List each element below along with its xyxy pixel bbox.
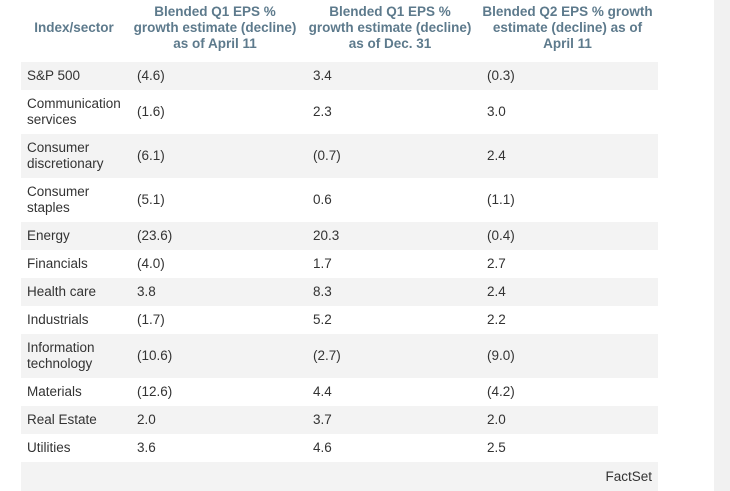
cell-sector-name: Utilities xyxy=(21,434,127,462)
cell-sector-name: Information technology xyxy=(21,334,127,378)
cell-q1-april: (1.6) xyxy=(127,90,303,134)
table-row: Industrials (1.7) 5.2 2.2 xyxy=(21,306,658,334)
cell-q2-april: 2.0 xyxy=(477,406,658,434)
column-header-q1-december: Blended Q1 EPS % growth estimate (declin… xyxy=(308,4,472,51)
cell-q1-december: (2.7) xyxy=(303,334,477,378)
cell-q2-april: 2.7 xyxy=(477,250,658,278)
table-header-row: Index/sector Blended Q1 EPS % growth est… xyxy=(21,0,658,62)
cell-q1-december: (0.7) xyxy=(303,134,477,178)
vertical-scrollbar[interactable] xyxy=(714,0,730,491)
cell-q1-december: 20.3 xyxy=(303,222,477,250)
source-row: FactSet xyxy=(21,462,658,491)
cell-q1-april: 2.0 xyxy=(127,406,303,434)
table-row: Real Estate 2.0 3.7 2.0 xyxy=(21,406,658,434)
cell-q1-april: (4.0) xyxy=(127,250,303,278)
cell-q2-april: (4.2) xyxy=(477,378,658,406)
cell-q1-april: 3.8 xyxy=(127,278,303,306)
table-row: Utilities 3.6 4.6 2.5 xyxy=(21,434,658,462)
cell-sector-name: Consumer discretionary xyxy=(21,134,127,178)
cell-q2-april: (0.3) xyxy=(477,62,658,90)
cell-q2-april: 3.0 xyxy=(477,90,658,134)
cell-q1-december: 1.7 xyxy=(303,250,477,278)
cell-q1-december: 8.3 xyxy=(303,278,477,306)
cell-q2-april: 2.2 xyxy=(477,306,658,334)
cell-sector-name: Materials xyxy=(21,378,127,406)
cell-q1-april: 3.6 xyxy=(127,434,303,462)
cell-sector-name: Communication services xyxy=(21,90,127,134)
cell-q2-april: 2.4 xyxy=(477,134,658,178)
cell-q2-april: (0.4) xyxy=(477,222,658,250)
table-row: Information technology (10.6) (2.7) (9.0) xyxy=(21,334,658,378)
cell-q1-december: 4.6 xyxy=(303,434,477,462)
cell-q2-april: (9.0) xyxy=(477,334,658,378)
cell-q1-december: 2.3 xyxy=(303,90,477,134)
column-header-index-sector: Index/sector xyxy=(34,20,114,35)
cell-q1-december: 3.7 xyxy=(303,406,477,434)
table-row: S&P 500 (4.6) 3.4 (0.3) xyxy=(21,62,658,90)
cell-q2-april: 2.4 xyxy=(477,278,658,306)
table-row: Communication services (1.6) 2.3 3.0 xyxy=(21,90,658,134)
table-row: Health care 3.8 8.3 2.4 xyxy=(21,278,658,306)
eps-table-container: Index/sector Blended Q1 EPS % growth est… xyxy=(21,0,658,462)
table-row: Materials (12.6) 4.4 (4.2) xyxy=(21,378,658,406)
cell-sector-name: Real Estate xyxy=(21,406,127,434)
cell-sector-name: Financials xyxy=(21,250,127,278)
cell-sector-name: Industrials xyxy=(21,306,127,334)
cell-q1-april: (4.6) xyxy=(127,62,303,90)
cell-sector-name: Energy xyxy=(21,222,127,250)
cell-q1-december: 3.4 xyxy=(303,62,477,90)
table-row: Energy (23.6) 20.3 (0.4) xyxy=(21,222,658,250)
column-header-q2-april: Blended Q2 EPS % growth estimate (declin… xyxy=(482,4,653,51)
cell-q1-april: (10.6) xyxy=(127,334,303,378)
cell-q1-april: (23.6) xyxy=(127,222,303,250)
table-body: S&P 500 (4.6) 3.4 (0.3) Communication servic… xyxy=(21,62,658,462)
table-row: Financials (4.0) 1.7 2.7 xyxy=(21,250,658,278)
cell-sector-name: Consumer staples xyxy=(21,178,127,222)
cell-q1-december: 0.6 xyxy=(303,178,477,222)
cell-q1-december: 4.4 xyxy=(303,378,477,406)
table-row: Consumer discretionary (6.1) (0.7) 2.4 xyxy=(21,134,658,178)
cell-q1-april: (5.1) xyxy=(127,178,303,222)
cell-sector-name: S&P 500 xyxy=(21,62,127,90)
table-row: Consumer staples (5.1) 0.6 (1.1) xyxy=(21,178,658,222)
column-header-q1-april: Blended Q1 EPS % growth estimate (declin… xyxy=(133,4,297,51)
source-label: FactSet xyxy=(605,469,652,484)
eps-growth-table: Index/sector Blended Q1 EPS % growth est… xyxy=(21,0,658,462)
cell-q1-december: 5.2 xyxy=(303,306,477,334)
cell-q1-april: (12.6) xyxy=(127,378,303,406)
cell-q1-april: (6.1) xyxy=(127,134,303,178)
cell-q1-april: (1.7) xyxy=(127,306,303,334)
cell-q2-april: (1.1) xyxy=(477,178,658,222)
cell-q2-april: 2.5 xyxy=(477,434,658,462)
cell-sector-name: Health care xyxy=(21,278,127,306)
